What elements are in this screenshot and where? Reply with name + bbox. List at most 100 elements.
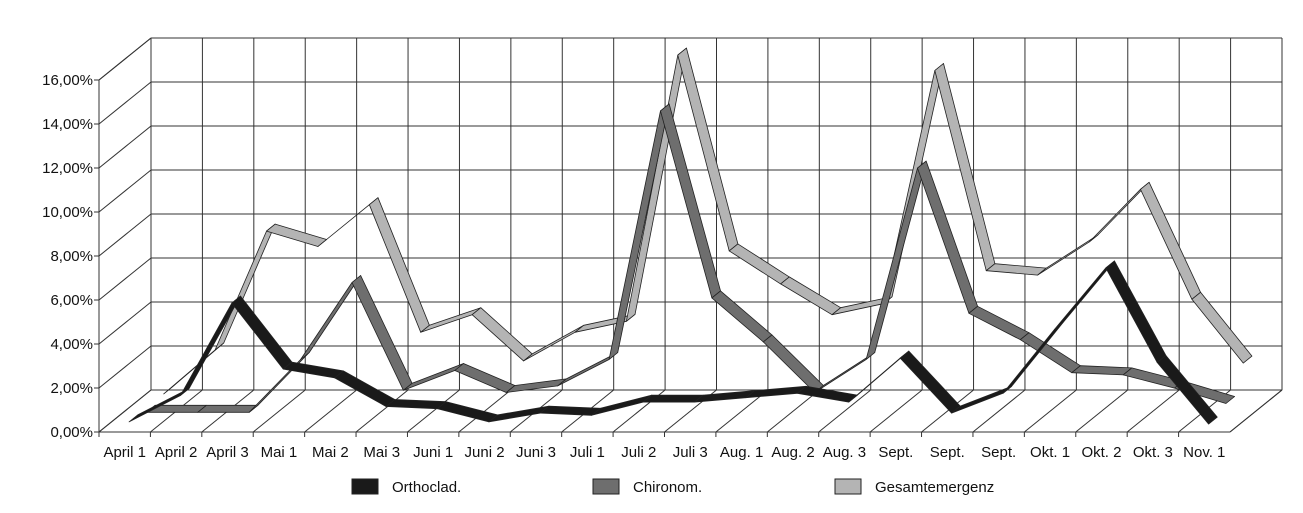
floor-gridline	[1024, 389, 1077, 433]
data-point	[390, 402, 391, 403]
data-point	[1110, 264, 1111, 265]
y-tick-label: 6,00%	[50, 292, 93, 309]
data-point	[1161, 358, 1162, 359]
series-segment	[351, 275, 413, 391]
data-point	[133, 418, 134, 419]
y-tick-label: 10,00%	[42, 204, 93, 221]
y-tick-label: 2,00%	[50, 380, 93, 397]
data-point	[544, 409, 545, 410]
series-segment	[231, 295, 293, 370]
series-segment	[796, 385, 858, 403]
series-layer	[128, 47, 1253, 425]
series-orthoclad	[128, 260, 1218, 425]
floor-gridline	[869, 389, 923, 433]
series-segment	[728, 243, 790, 285]
data-point	[219, 346, 220, 347]
series-segment	[197, 404, 259, 413]
series-segment	[1071, 365, 1133, 376]
data-point	[579, 328, 580, 329]
floor-gridline	[458, 389, 512, 433]
series-segment	[625, 47, 687, 322]
series-segment	[591, 394, 653, 416]
x-tick-label: Nov. 1	[1183, 444, 1225, 461]
x-tick-label: Mai 2	[312, 444, 349, 461]
series-segment	[745, 385, 807, 399]
data-point	[373, 201, 374, 202]
side-wall-gridline	[98, 169, 152, 213]
data-point	[527, 357, 528, 358]
series-gesamtemergenz	[163, 47, 1253, 395]
floor-gridline	[921, 389, 974, 433]
floor-gridline	[98, 389, 152, 433]
x-tick-label: Sept.	[878, 444, 913, 461]
series-segment	[282, 361, 344, 379]
data-point	[322, 242, 323, 243]
series-segment	[642, 394, 704, 403]
data-point	[801, 389, 802, 390]
data-point	[1024, 336, 1025, 337]
y-tick-label: 0,00%	[50, 424, 93, 441]
data-point	[939, 66, 940, 67]
data-point	[167, 390, 168, 391]
data-point	[253, 408, 254, 409]
data-point	[476, 311, 477, 312]
data-point	[1041, 271, 1042, 272]
data-point	[613, 355, 614, 356]
data-point	[921, 164, 922, 165]
data-point	[630, 317, 631, 318]
series-segment	[848, 350, 910, 403]
series-segment	[420, 307, 482, 333]
side-wall-gridline	[98, 301, 152, 345]
data-point	[1247, 359, 1248, 360]
series-segment	[780, 276, 842, 316]
x-tick-label: April 1	[103, 444, 146, 461]
data-point	[990, 267, 991, 268]
data-point	[493, 418, 494, 419]
y-tick-label: 4,00%	[50, 336, 93, 353]
floor-gridline	[767, 389, 820, 433]
data-point	[424, 328, 425, 329]
legend-swatch	[592, 478, 620, 495]
x-tick-label: Sept.	[981, 444, 1016, 461]
floor-gridline	[252, 389, 306, 433]
chart-legend: Orthoclad. Chironom. Gesamtemergenz	[351, 478, 994, 496]
series-chironom	[145, 103, 1236, 413]
x-tick-label: Juni 1	[413, 444, 453, 461]
series-segment	[985, 263, 1047, 276]
data-point	[870, 355, 871, 356]
floor-gridline	[972, 389, 1026, 433]
side-wall-gridline	[98, 345, 152, 389]
floor-gridline	[1126, 389, 1180, 433]
series-segment	[317, 197, 379, 247]
y-tick-label: 14,00%	[42, 116, 93, 133]
data-point	[1230, 399, 1231, 400]
series-segment	[660, 103, 721, 299]
legend-label: Gesamtemergenz	[875, 479, 994, 496]
data-point	[338, 374, 339, 375]
series-segment	[557, 352, 619, 387]
floor-gridline	[355, 389, 409, 433]
side-wall-gridline	[98, 81, 152, 125]
data-point	[561, 382, 562, 383]
data-point	[1058, 325, 1059, 326]
data-point	[733, 247, 734, 248]
series-points	[167, 51, 1248, 391]
series-segment	[1191, 291, 1253, 364]
y-tick-label: 12,00%	[42, 160, 93, 177]
series-segment	[1156, 355, 1218, 425]
series-segment	[762, 334, 824, 393]
series-segment	[1105, 260, 1167, 363]
data-point	[750, 394, 751, 395]
y-tick-label: 8,00%	[50, 248, 93, 265]
data-point	[904, 354, 905, 355]
data-point	[698, 398, 699, 399]
data-point	[510, 388, 511, 389]
data-point	[1212, 420, 1213, 421]
floor-gridline	[407, 389, 460, 433]
x-tick-label: Aug. 2	[771, 444, 814, 461]
series-segment	[865, 160, 927, 360]
floor-gridline	[304, 389, 357, 433]
series-segment	[1054, 260, 1115, 330]
floor-gridline	[715, 389, 769, 433]
side-wall-top-edge	[98, 37, 152, 81]
